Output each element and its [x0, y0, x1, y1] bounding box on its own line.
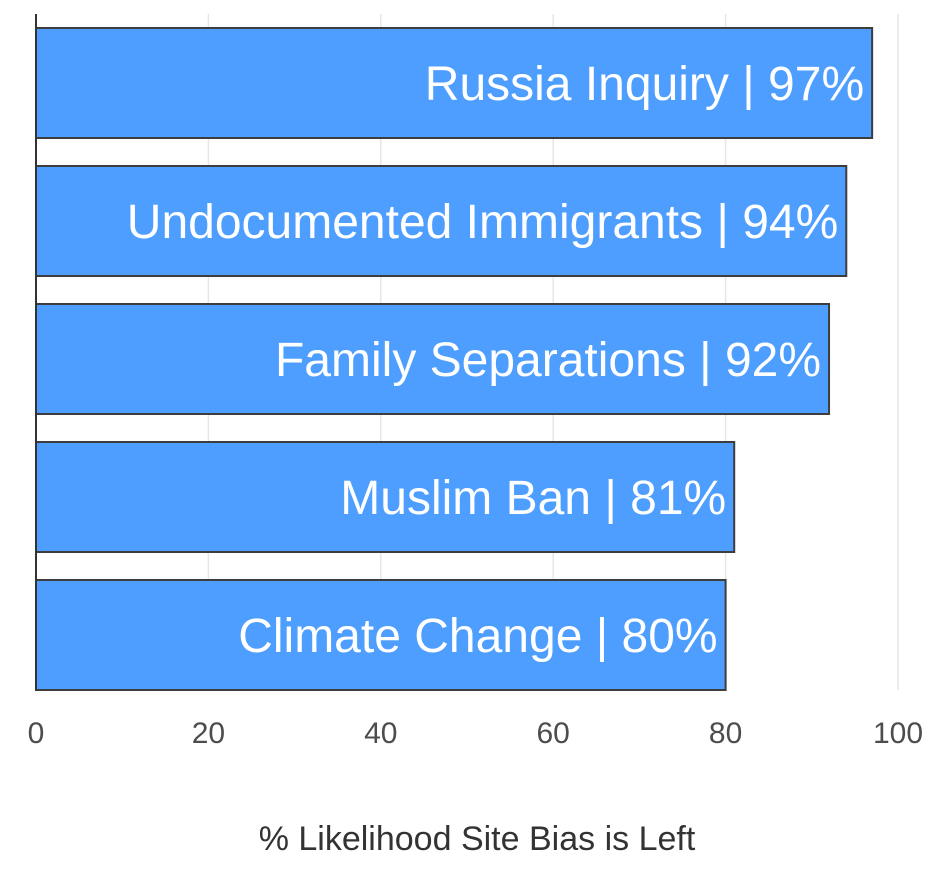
x-tick-label: 0	[28, 717, 45, 750]
bar-label: Family Separations | 92%	[275, 334, 821, 387]
bar-label: Russia Inquiry | 97%	[425, 58, 864, 111]
x-tick-label: 40	[364, 717, 397, 750]
x-tick-label: 60	[537, 717, 570, 750]
bars: Russia Inquiry | 97% Undocumented Immigra…	[36, 28, 872, 690]
x-axis-ticks: 0 20 40 60 80 100	[28, 717, 923, 750]
x-tick-label: 80	[709, 717, 742, 750]
bar-label: Muslim Ban | 81%	[340, 472, 726, 525]
x-tick-label: 20	[192, 717, 225, 750]
bar-label: Undocumented Immigrants | 94%	[127, 196, 838, 249]
x-axis-title: % Likelihood Site Bias is Left	[259, 820, 696, 858]
bar-label: Climate Change | 80%	[238, 610, 717, 663]
x-tick-label: 100	[873, 717, 923, 750]
